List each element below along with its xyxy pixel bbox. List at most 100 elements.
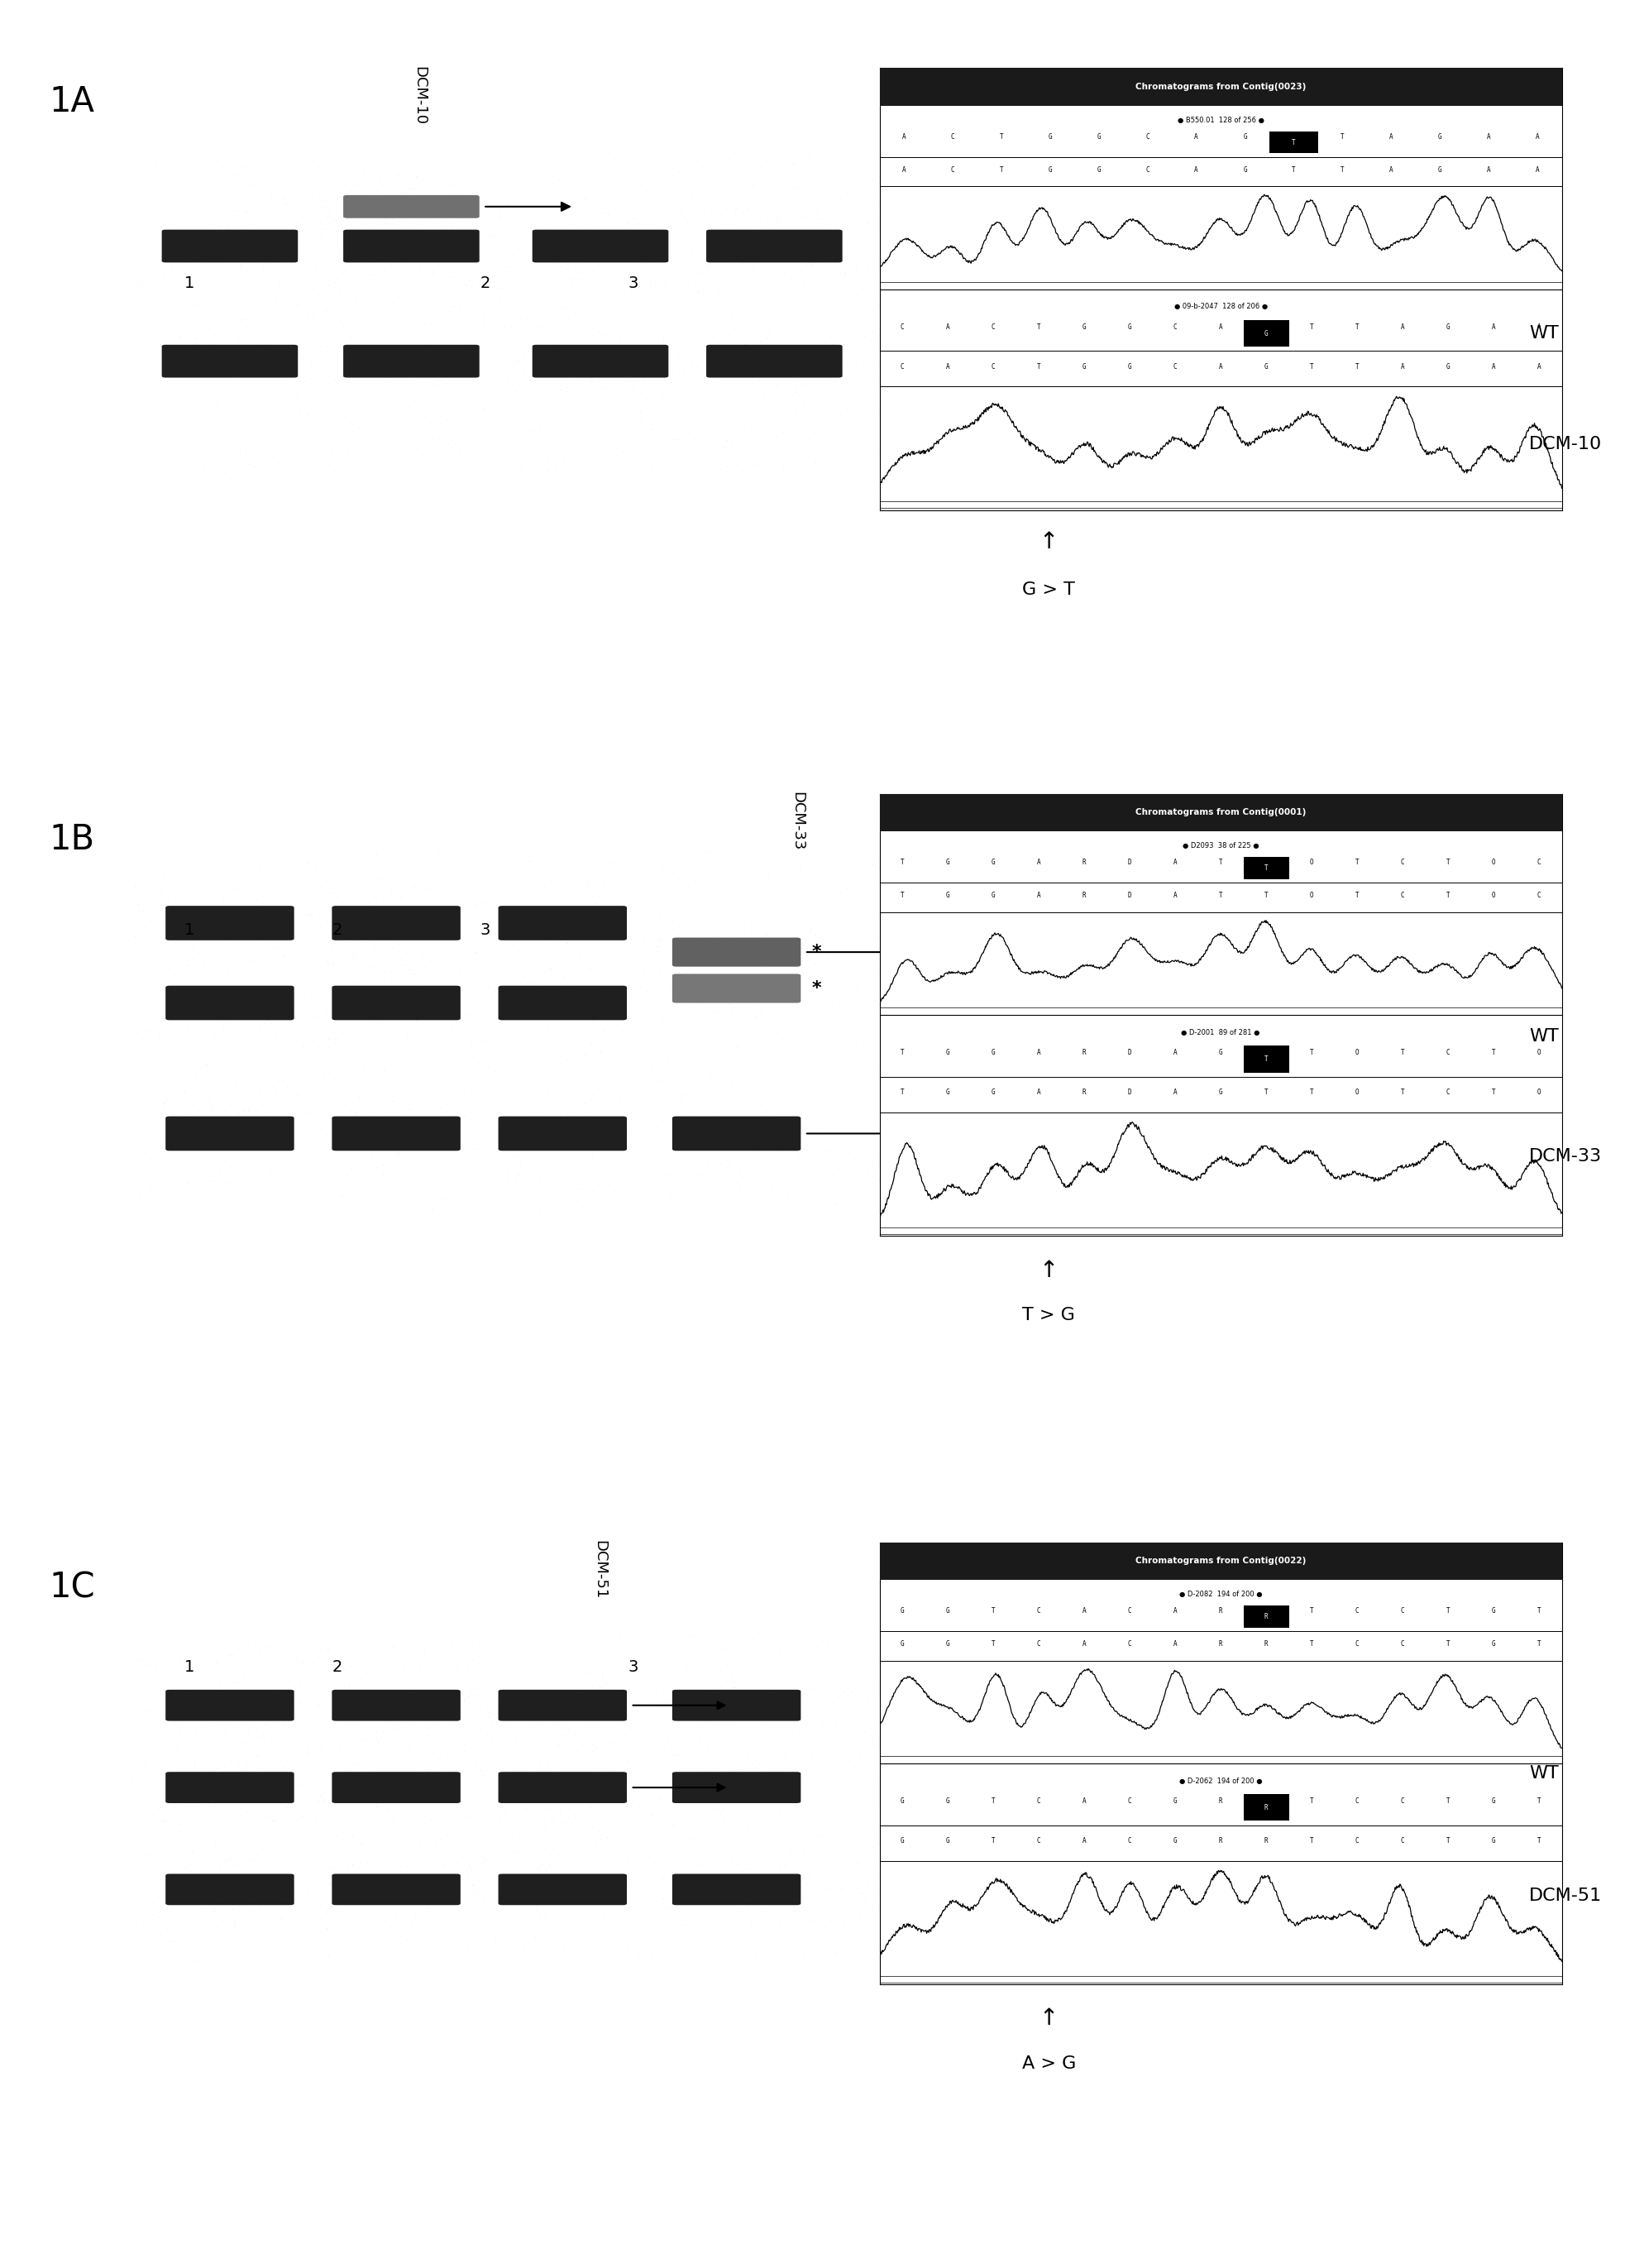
Text: T: T xyxy=(1537,1608,1540,1615)
Text: T: T xyxy=(1355,860,1360,866)
Text: T: T xyxy=(901,1048,904,1057)
Bar xyxy=(880,68,1562,107)
Text: T: T xyxy=(1310,1640,1314,1649)
Text: A: A xyxy=(1535,134,1539,141)
FancyBboxPatch shape xyxy=(332,1771,460,1803)
Text: T: T xyxy=(1340,134,1345,141)
FancyBboxPatch shape xyxy=(161,345,298,376)
Text: C: C xyxy=(1355,1608,1360,1615)
Text: 1: 1 xyxy=(184,277,194,290)
Text: 2: 2 xyxy=(480,277,490,290)
FancyBboxPatch shape xyxy=(166,1116,294,1150)
Text: T: T xyxy=(1292,166,1295,175)
Text: C: C xyxy=(1447,1089,1450,1095)
Text: A: A xyxy=(903,134,906,141)
Bar xyxy=(1243,857,1289,880)
Text: G: G xyxy=(901,1608,904,1615)
Text: A: A xyxy=(1218,363,1223,370)
FancyBboxPatch shape xyxy=(332,1873,460,1905)
Text: A: A xyxy=(1537,322,1540,331)
FancyBboxPatch shape xyxy=(498,987,626,1021)
Bar xyxy=(880,1542,914,1581)
Text: C: C xyxy=(1537,860,1540,866)
Text: A: A xyxy=(945,363,950,370)
Text: C: C xyxy=(950,166,955,175)
Text: C: C xyxy=(1401,1640,1404,1649)
Text: G: G xyxy=(1243,166,1246,175)
FancyBboxPatch shape xyxy=(332,1116,460,1150)
Text: D: D xyxy=(1128,860,1131,866)
Text: D: D xyxy=(1128,1048,1131,1057)
FancyBboxPatch shape xyxy=(166,905,294,941)
Text: T: T xyxy=(1447,1640,1450,1649)
Text: G: G xyxy=(991,1048,995,1057)
Text: T: T xyxy=(1218,860,1223,866)
Text: 1: 1 xyxy=(184,923,194,937)
Text: A: A xyxy=(903,166,906,175)
Text: A: A xyxy=(1037,1089,1041,1095)
Text: T: T xyxy=(1401,1048,1404,1057)
Text: T: T xyxy=(1264,891,1268,900)
Text: T: T xyxy=(1037,363,1041,370)
Bar xyxy=(1527,68,1562,107)
Text: C: C xyxy=(1037,1796,1041,1805)
Text: C: C xyxy=(1537,891,1540,900)
FancyBboxPatch shape xyxy=(498,1873,626,1905)
Text: G: G xyxy=(1218,1048,1223,1057)
Text: T: T xyxy=(1310,322,1314,331)
FancyBboxPatch shape xyxy=(672,1771,801,1803)
Text: G: G xyxy=(901,1640,904,1649)
Bar xyxy=(880,794,914,832)
Text: A: A xyxy=(1389,166,1392,175)
Text: A: A xyxy=(1401,363,1404,370)
Text: WT: WT xyxy=(1529,324,1559,342)
Text: O: O xyxy=(1355,1048,1360,1057)
Text: DCM-51: DCM-51 xyxy=(592,1540,608,1599)
FancyBboxPatch shape xyxy=(672,1116,801,1150)
Text: DCM-33: DCM-33 xyxy=(1529,1148,1601,1166)
Text: C: C xyxy=(901,363,904,370)
Text: T: T xyxy=(991,1608,995,1615)
Text: R: R xyxy=(1218,1608,1223,1615)
Text: G: G xyxy=(945,1837,950,1844)
Text: ● D-2001  89 of 281 ●: ● D-2001 89 of 281 ● xyxy=(1182,1030,1259,1036)
Text: T: T xyxy=(991,1837,995,1844)
Text: C: C xyxy=(1447,1048,1450,1057)
Text: 1: 1 xyxy=(184,1660,194,1674)
Text: A: A xyxy=(1491,322,1496,331)
Text: ● B550.01  128 of 256 ●: ● B550.01 128 of 256 ● xyxy=(1177,116,1264,125)
Text: O: O xyxy=(1491,891,1496,900)
Text: G: G xyxy=(1174,1796,1177,1805)
Text: A: A xyxy=(1037,1048,1041,1057)
Text: 3: 3 xyxy=(628,277,638,290)
Text: C: C xyxy=(1037,1608,1041,1615)
Text: A: A xyxy=(1486,134,1491,141)
Text: ↑: ↑ xyxy=(1039,1259,1059,1281)
Text: T > G: T > G xyxy=(1023,1306,1075,1325)
Text: G: G xyxy=(1491,1608,1496,1615)
Text: T: T xyxy=(1447,1796,1450,1805)
Text: R: R xyxy=(1082,1048,1087,1057)
Text: T: T xyxy=(1491,1089,1496,1095)
Text: T: T xyxy=(1447,860,1450,866)
Text: R: R xyxy=(1264,1803,1268,1812)
Text: T: T xyxy=(1292,138,1295,145)
FancyBboxPatch shape xyxy=(166,987,294,1021)
Text: C: C xyxy=(1401,891,1404,900)
Text: 1C: 1C xyxy=(49,1569,95,1606)
FancyBboxPatch shape xyxy=(332,905,460,941)
Text: C: C xyxy=(1128,1608,1131,1615)
Text: 1A: 1A xyxy=(49,84,95,120)
Text: DCM-10: DCM-10 xyxy=(411,66,427,125)
Text: C: C xyxy=(1174,363,1177,370)
Text: C: C xyxy=(1146,166,1149,175)
Text: T: T xyxy=(1401,1089,1404,1095)
Text: A: A xyxy=(1174,891,1177,900)
Text: ↑: ↑ xyxy=(1039,2007,1059,2030)
Text: A: A xyxy=(1491,363,1496,370)
Text: T: T xyxy=(1310,1837,1314,1844)
Text: Chromatograms from Contig(0023): Chromatograms from Contig(0023) xyxy=(1136,82,1305,91)
Text: C: C xyxy=(1355,1837,1360,1844)
Text: A: A xyxy=(1174,1089,1177,1095)
Text: DCM-33: DCM-33 xyxy=(789,792,806,850)
